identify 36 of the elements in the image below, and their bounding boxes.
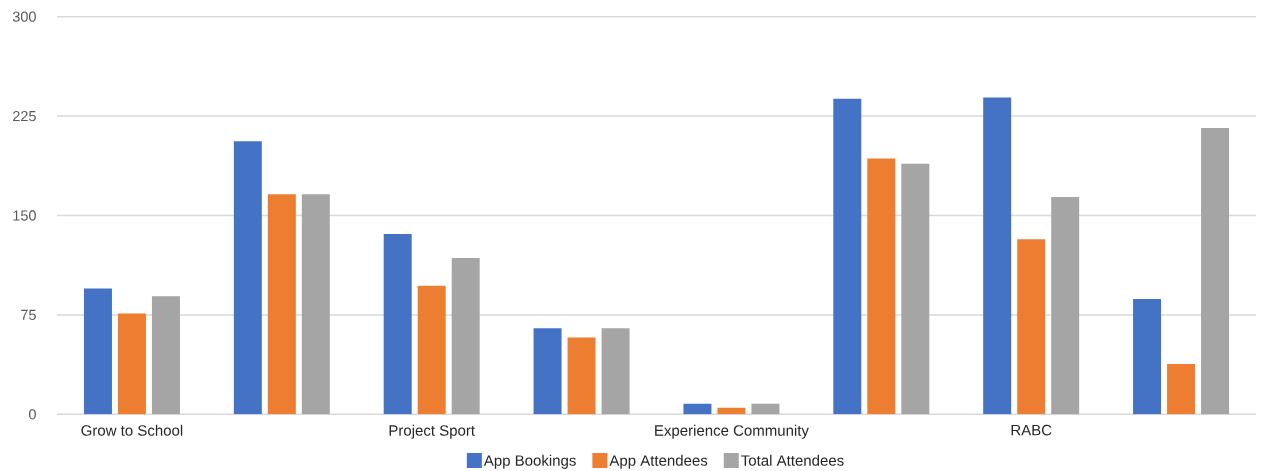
- x-tick-label: Project Sport: [389, 424, 475, 439]
- legend-label: App Bookings: [483, 454, 576, 469]
- bar: [717, 407, 746, 415]
- bar: [117, 313, 146, 415]
- bar: [751, 403, 780, 415]
- bar: [901, 163, 930, 415]
- bar: [567, 337, 596, 415]
- y-tick-label: 300: [12, 11, 36, 22]
- y-tick-label: 150: [13, 210, 36, 221]
- y-tick-label: 75: [21, 309, 36, 320]
- bar: [1051, 196, 1080, 415]
- y-tick-label: 225: [13, 110, 36, 122]
- bar: [267, 194, 296, 415]
- bar: [451, 257, 480, 415]
- bar: [383, 233, 412, 415]
- bar: [601, 328, 630, 415]
- bar: [533, 328, 562, 415]
- bar: [301, 194, 330, 415]
- bar: [1201, 127, 1230, 415]
- x-tick-label: RABC: [1011, 424, 1052, 436]
- bar: [833, 98, 862, 415]
- bar: [233, 141, 262, 415]
- bar: [417, 285, 446, 415]
- bar: [1017, 239, 1046, 415]
- legend-label: App Attendees: [609, 454, 708, 469]
- legend-label: Total Attendees: [741, 454, 844, 466]
- bar: [151, 296, 180, 415]
- x-tick-label: Grow to School: [81, 424, 183, 436]
- bar: [83, 288, 112, 415]
- x-tick-label: Experience Community: [655, 424, 809, 439]
- bar: [1133, 298, 1162, 415]
- bar: [983, 97, 1012, 415]
- y-tick-label: 0: [28, 409, 36, 420]
- bar: [1167, 363, 1196, 415]
- bar: [683, 403, 712, 415]
- bar: [867, 158, 896, 415]
